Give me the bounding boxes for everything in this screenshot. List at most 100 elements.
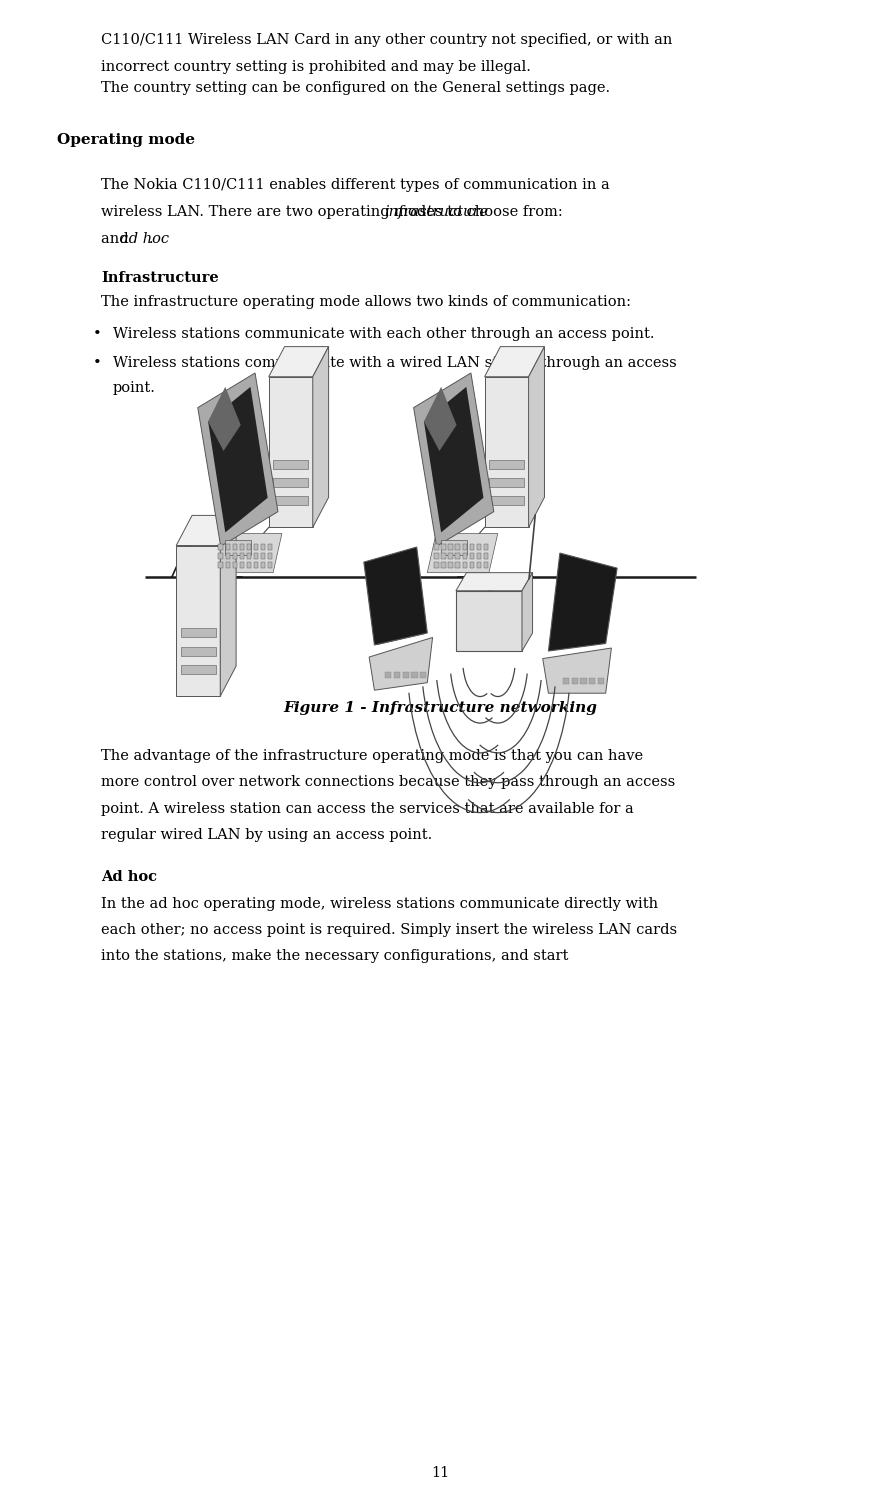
FancyBboxPatch shape — [485, 377, 529, 527]
Text: The country setting can be configured on the General settings page.: The country setting can be configured on… — [101, 81, 611, 95]
FancyBboxPatch shape — [225, 540, 251, 555]
Polygon shape — [414, 372, 493, 546]
FancyBboxPatch shape — [269, 377, 313, 527]
Polygon shape — [364, 547, 427, 645]
Text: C110/C111 Wireless LAN Card in any other country not specified, or with an: C110/C111 Wireless LAN Card in any other… — [101, 33, 673, 47]
FancyBboxPatch shape — [581, 678, 587, 684]
FancyBboxPatch shape — [455, 544, 460, 550]
Polygon shape — [313, 347, 329, 527]
FancyBboxPatch shape — [489, 460, 524, 469]
FancyBboxPatch shape — [240, 562, 244, 568]
Polygon shape — [522, 573, 532, 651]
FancyBboxPatch shape — [598, 678, 604, 684]
Text: regular wired LAN by using an access point.: regular wired LAN by using an access poi… — [101, 829, 433, 842]
Polygon shape — [176, 515, 236, 546]
FancyBboxPatch shape — [261, 553, 265, 559]
Text: Wireless stations communicate with a wired LAN station through an access: Wireless stations communicate with a wir… — [113, 356, 677, 369]
FancyBboxPatch shape — [440, 540, 467, 555]
FancyBboxPatch shape — [226, 544, 230, 550]
FancyBboxPatch shape — [268, 544, 272, 550]
Text: In the ad hoc operating mode, wireless stations communicate directly with: In the ad hoc operating mode, wireless s… — [101, 897, 658, 910]
Text: .: . — [148, 232, 153, 246]
Polygon shape — [220, 515, 236, 696]
Polygon shape — [548, 553, 617, 651]
FancyBboxPatch shape — [463, 562, 467, 568]
Text: Infrastructure: Infrastructure — [101, 271, 219, 285]
FancyBboxPatch shape — [176, 546, 220, 696]
FancyBboxPatch shape — [484, 553, 488, 559]
Polygon shape — [208, 387, 241, 451]
FancyBboxPatch shape — [589, 678, 596, 684]
FancyBboxPatch shape — [233, 553, 237, 559]
FancyBboxPatch shape — [489, 478, 524, 487]
FancyBboxPatch shape — [247, 544, 251, 550]
FancyBboxPatch shape — [470, 544, 474, 550]
Text: Figure 1 - Infrastructure networking: Figure 1 - Infrastructure networking — [284, 701, 597, 714]
FancyBboxPatch shape — [489, 496, 524, 505]
Text: wireless LAN. There are two operating modes to choose from:: wireless LAN. There are two operating mo… — [101, 205, 567, 219]
FancyBboxPatch shape — [268, 553, 272, 559]
FancyBboxPatch shape — [273, 496, 308, 505]
FancyBboxPatch shape — [434, 562, 439, 568]
Text: infrastructure: infrastructure — [384, 205, 488, 219]
FancyBboxPatch shape — [385, 672, 391, 678]
FancyBboxPatch shape — [181, 665, 216, 674]
Text: The Nokia C110/C111 enables different types of communication in a: The Nokia C110/C111 enables different ty… — [101, 178, 610, 191]
Text: point. A wireless station can access the services that are available for a: point. A wireless station can access the… — [101, 802, 634, 815]
FancyBboxPatch shape — [477, 553, 481, 559]
Polygon shape — [197, 372, 278, 546]
FancyBboxPatch shape — [261, 544, 265, 550]
Text: Wireless stations communicate with each other through an access point.: Wireless stations communicate with each … — [113, 327, 655, 341]
Polygon shape — [424, 387, 456, 451]
FancyBboxPatch shape — [247, 553, 251, 559]
FancyBboxPatch shape — [218, 553, 223, 559]
FancyBboxPatch shape — [477, 562, 481, 568]
Polygon shape — [369, 637, 433, 690]
FancyBboxPatch shape — [240, 553, 244, 559]
FancyBboxPatch shape — [254, 562, 258, 568]
FancyBboxPatch shape — [394, 672, 400, 678]
FancyBboxPatch shape — [254, 544, 258, 550]
FancyBboxPatch shape — [218, 562, 223, 568]
FancyBboxPatch shape — [463, 544, 467, 550]
FancyBboxPatch shape — [470, 553, 474, 559]
Text: The infrastructure operating mode allows two kinds of communication:: The infrastructure operating mode allows… — [101, 295, 632, 309]
FancyBboxPatch shape — [434, 553, 439, 559]
FancyBboxPatch shape — [226, 553, 230, 559]
FancyBboxPatch shape — [403, 672, 409, 678]
Polygon shape — [424, 387, 484, 532]
FancyBboxPatch shape — [456, 591, 522, 651]
FancyBboxPatch shape — [226, 562, 230, 568]
FancyBboxPatch shape — [477, 544, 481, 550]
FancyBboxPatch shape — [455, 562, 460, 568]
Text: 11: 11 — [432, 1466, 449, 1480]
Polygon shape — [485, 347, 544, 377]
FancyBboxPatch shape — [181, 628, 216, 637]
FancyBboxPatch shape — [441, 553, 446, 559]
FancyBboxPatch shape — [233, 544, 237, 550]
FancyBboxPatch shape — [470, 562, 474, 568]
Polygon shape — [367, 556, 425, 645]
Text: •: • — [93, 327, 101, 341]
FancyBboxPatch shape — [420, 672, 426, 678]
Text: ad hoc: ad hoc — [120, 232, 169, 246]
Text: point.: point. — [113, 381, 156, 395]
FancyBboxPatch shape — [484, 562, 488, 568]
FancyBboxPatch shape — [240, 544, 244, 550]
FancyBboxPatch shape — [434, 544, 439, 550]
FancyBboxPatch shape — [218, 544, 223, 550]
Text: each other; no access point is required. Simply insert the wireless LAN cards: each other; no access point is required.… — [101, 922, 677, 937]
FancyBboxPatch shape — [572, 678, 578, 684]
FancyBboxPatch shape — [484, 544, 488, 550]
FancyBboxPatch shape — [268, 562, 272, 568]
FancyBboxPatch shape — [448, 544, 453, 550]
Text: and: and — [101, 232, 134, 246]
Text: •: • — [93, 356, 101, 369]
FancyBboxPatch shape — [273, 478, 308, 487]
Text: The advantage of the infrastructure operating mode is that you can have: The advantage of the infrastructure oper… — [101, 749, 643, 763]
Polygon shape — [456, 573, 532, 591]
Polygon shape — [208, 387, 268, 532]
Polygon shape — [529, 347, 544, 527]
Text: more control over network connections because they pass through an access: more control over network connections be… — [101, 775, 676, 790]
FancyBboxPatch shape — [463, 553, 467, 559]
